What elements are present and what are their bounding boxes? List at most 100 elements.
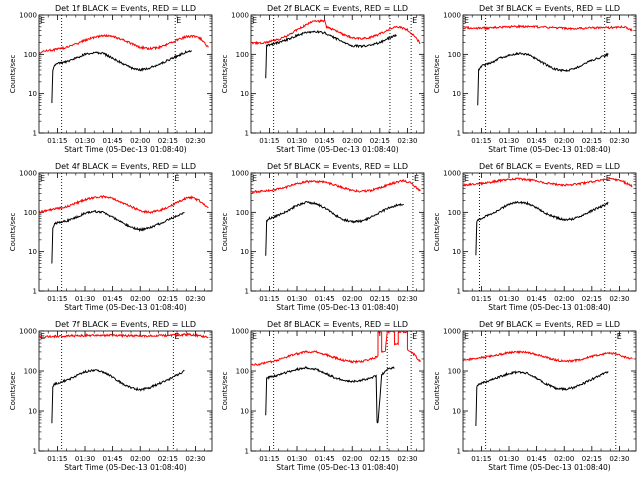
chart-panel: Det 8f BLACK = Events, RED = LLD 1 10 100 10… bbox=[221, 320, 425, 472]
y-tick-label: 100 bbox=[24, 368, 37, 376]
x-tick-label: 02:15 bbox=[582, 295, 602, 303]
corner-mark: E bbox=[252, 174, 257, 183]
y-tick-label: 100 bbox=[236, 51, 249, 59]
y-tick-label: 1 bbox=[245, 130, 249, 138]
plot-frame bbox=[462, 330, 637, 452]
corner-mark: E bbox=[176, 16, 181, 25]
x-tick-label: 02:15 bbox=[370, 137, 390, 145]
x-tick-label: 02:30 bbox=[397, 137, 417, 145]
y-tick-label: 1 bbox=[33, 288, 37, 296]
y-tick-label: 10 bbox=[28, 90, 37, 98]
x-axis-label: Start Time (05-Dec-13 01:08:40) bbox=[64, 145, 186, 154]
events-series-line bbox=[477, 51, 609, 106]
x-tick-label: 02:30 bbox=[397, 295, 417, 303]
chart-title: Det 3f BLACK = Events, RED = LLD bbox=[479, 4, 620, 13]
y-tick-label: 10 bbox=[240, 248, 249, 256]
x-tick-label: 02:30 bbox=[185, 137, 205, 145]
chart-title: Det 8f BLACK = Events, RED = LLD bbox=[267, 320, 408, 329]
lld-series-line bbox=[463, 350, 633, 363]
chart-panel: Det 7f BLACK = Events, RED = LLD 1 10 100 10… bbox=[9, 320, 213, 472]
lld-series-line bbox=[251, 331, 421, 367]
y-tick-label: 100 bbox=[24, 51, 37, 59]
y-axis-label: Counts/sec bbox=[433, 372, 441, 411]
chart-title: Det 6f BLACK = Events, RED = LLD bbox=[479, 162, 620, 171]
x-tick-label: 01:15 bbox=[259, 295, 279, 303]
chart-title: Det 7f BLACK = Events, RED = LLD bbox=[55, 320, 196, 329]
chart-title: Det 9f BLACK = Events, RED = LLD bbox=[479, 320, 620, 329]
x-tick-label: 02:00 bbox=[130, 137, 150, 145]
chart-panel: Det 3f BLACK = Events, RED = LLD 1 10 100 10… bbox=[433, 4, 637, 154]
x-tick-label: 01:45 bbox=[527, 455, 547, 463]
y-axis-label: Counts/sec bbox=[433, 213, 441, 252]
events-series-line bbox=[265, 201, 404, 256]
events-series-line bbox=[265, 29, 397, 79]
plot-frame bbox=[38, 14, 213, 134]
y-tick-label: 1 bbox=[245, 288, 249, 296]
x-tick-label: 01:30 bbox=[499, 455, 519, 463]
y-tick-label: 100 bbox=[448, 209, 461, 217]
corner-mark: E bbox=[174, 332, 179, 341]
x-axis-label: Start Time (05-Dec-13 01:08:40) bbox=[276, 303, 398, 312]
corner-mark: E bbox=[617, 332, 622, 341]
x-tick-label: 02:30 bbox=[397, 455, 417, 463]
y-tick-label: 10 bbox=[452, 248, 461, 256]
y-tick-label: 10 bbox=[240, 408, 249, 416]
x-tick-label: 01:30 bbox=[75, 295, 95, 303]
y-tick-label: 100 bbox=[236, 209, 249, 217]
y-axis-label: Counts/sec bbox=[433, 55, 441, 94]
plot-frame bbox=[250, 330, 425, 452]
x-tick-label: 01:30 bbox=[75, 455, 95, 463]
y-tick-label: 10 bbox=[240, 90, 249, 98]
plot-frame bbox=[38, 330, 213, 452]
x-tick-label: 01:15 bbox=[47, 137, 67, 145]
lld-series-line bbox=[251, 19, 421, 46]
corner-mark: E bbox=[40, 16, 45, 25]
y-tick-label: 100 bbox=[448, 368, 461, 376]
lld-series-line bbox=[463, 177, 633, 188]
x-tick-label: 01:45 bbox=[315, 295, 335, 303]
lld-series-line bbox=[39, 33, 209, 54]
y-tick-label: 1000 bbox=[19, 328, 37, 336]
events-series-line bbox=[475, 200, 609, 256]
x-tick-label: 01:30 bbox=[75, 137, 95, 145]
corner-mark: E bbox=[174, 174, 179, 183]
corner-mark: E bbox=[252, 332, 257, 341]
chart-title: Det 1f BLACK = Events, RED = LLD bbox=[55, 4, 196, 13]
events-series-line bbox=[51, 209, 185, 264]
x-tick-label: 02:15 bbox=[582, 455, 602, 463]
x-tick-label: 01:45 bbox=[315, 455, 335, 463]
x-tick-label: 01:45 bbox=[527, 295, 547, 303]
y-tick-label: 100 bbox=[448, 51, 461, 59]
x-tick-label: 02:00 bbox=[130, 455, 150, 463]
y-tick-label: 1000 bbox=[231, 328, 249, 336]
chart-panel: Det 4f BLACK = Events, RED = LLD 1 10 100 10… bbox=[9, 162, 213, 312]
chart-panel: Det 2f BLACK = Events, RED = LLD 1 10 100 10… bbox=[221, 4, 425, 154]
chart-panel: Det 9f BLACK = Events, RED = LLD 1 10 100 10… bbox=[433, 320, 637, 472]
chart-title: Det 5f BLACK = Events, RED = LLD bbox=[267, 162, 408, 171]
y-tick-label: 1000 bbox=[443, 170, 461, 178]
x-tick-label: 01:45 bbox=[103, 295, 123, 303]
corner-mark: E bbox=[464, 332, 469, 341]
x-tick-label: 01:30 bbox=[499, 295, 519, 303]
x-tick-label: 02:30 bbox=[185, 455, 205, 463]
y-tick-label: 1 bbox=[33, 448, 37, 456]
corner-mark: E bbox=[464, 16, 469, 25]
x-tick-label: 01:30 bbox=[287, 295, 307, 303]
y-tick-label: 10 bbox=[28, 408, 37, 416]
x-axis-label: Start Time (05-Dec-13 01:08:40) bbox=[276, 463, 398, 472]
y-axis-label: Counts/sec bbox=[9, 372, 17, 411]
corner-mark: E bbox=[412, 16, 417, 25]
x-tick-label: 02:15 bbox=[158, 455, 178, 463]
chart-panel: Det 5f BLACK = Events, RED = LLD 1 10 100 10… bbox=[221, 162, 425, 312]
x-tick-label: 02:00 bbox=[342, 455, 362, 463]
corner-mark: E bbox=[464, 174, 469, 183]
y-tick-label: 100 bbox=[24, 209, 37, 217]
x-axis-label: Start Time (05-Dec-13 01:08:40) bbox=[488, 145, 610, 154]
x-tick-label: 02:30 bbox=[185, 295, 205, 303]
x-axis-label: Start Time (05-Dec-13 01:08:40) bbox=[64, 463, 186, 472]
plot-frame bbox=[250, 14, 425, 134]
corner-mark: E bbox=[606, 174, 611, 183]
x-tick-label: 02:00 bbox=[554, 295, 574, 303]
x-tick-label: 02:30 bbox=[609, 455, 629, 463]
